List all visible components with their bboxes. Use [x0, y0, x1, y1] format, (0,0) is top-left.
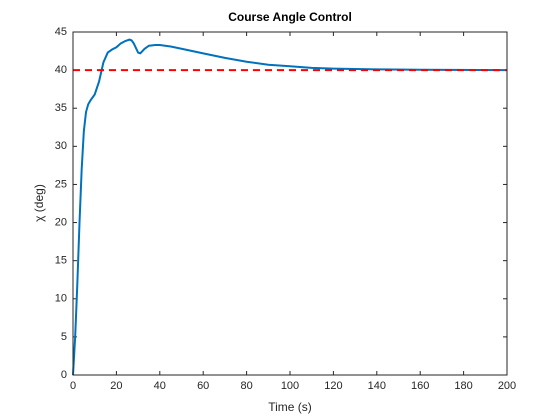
x-tick-label: 180 [454, 380, 472, 392]
y-tick-label: 30 [55, 140, 67, 152]
y-tick-label: 20 [55, 216, 67, 228]
chart-title: Course Angle Control [228, 10, 352, 24]
x-tick-label: 0 [70, 380, 76, 392]
y-tick-label: 35 [55, 102, 67, 114]
x-tick-label: 140 [368, 380, 386, 392]
plot-frame [72, 31, 508, 376]
x-tick-label: 60 [197, 380, 209, 392]
y-tick-label: 5 [61, 331, 67, 343]
y-tick-label: 10 [55, 293, 67, 305]
x-tick-label: 200 [498, 380, 516, 392]
y-tick-label: 0 [61, 369, 67, 381]
x-tick-label: 40 [154, 380, 166, 392]
x-tick-label: 120 [324, 380, 342, 392]
x-tick-label: 20 [110, 380, 122, 392]
y-tick-label: 15 [55, 255, 67, 267]
y-tick-label: 40 [55, 64, 67, 76]
series-line [72, 38, 508, 376]
x-tick-label: 160 [411, 380, 429, 392]
y-tick-label: 25 [55, 178, 67, 190]
x-tick-label: 100 [281, 380, 299, 392]
x-axis-label: Time (s) [268, 400, 312, 414]
x-tick-label: 80 [240, 380, 252, 392]
y-tick-label: 45 [55, 26, 67, 38]
y-axis-label: χ (deg) [32, 184, 46, 222]
